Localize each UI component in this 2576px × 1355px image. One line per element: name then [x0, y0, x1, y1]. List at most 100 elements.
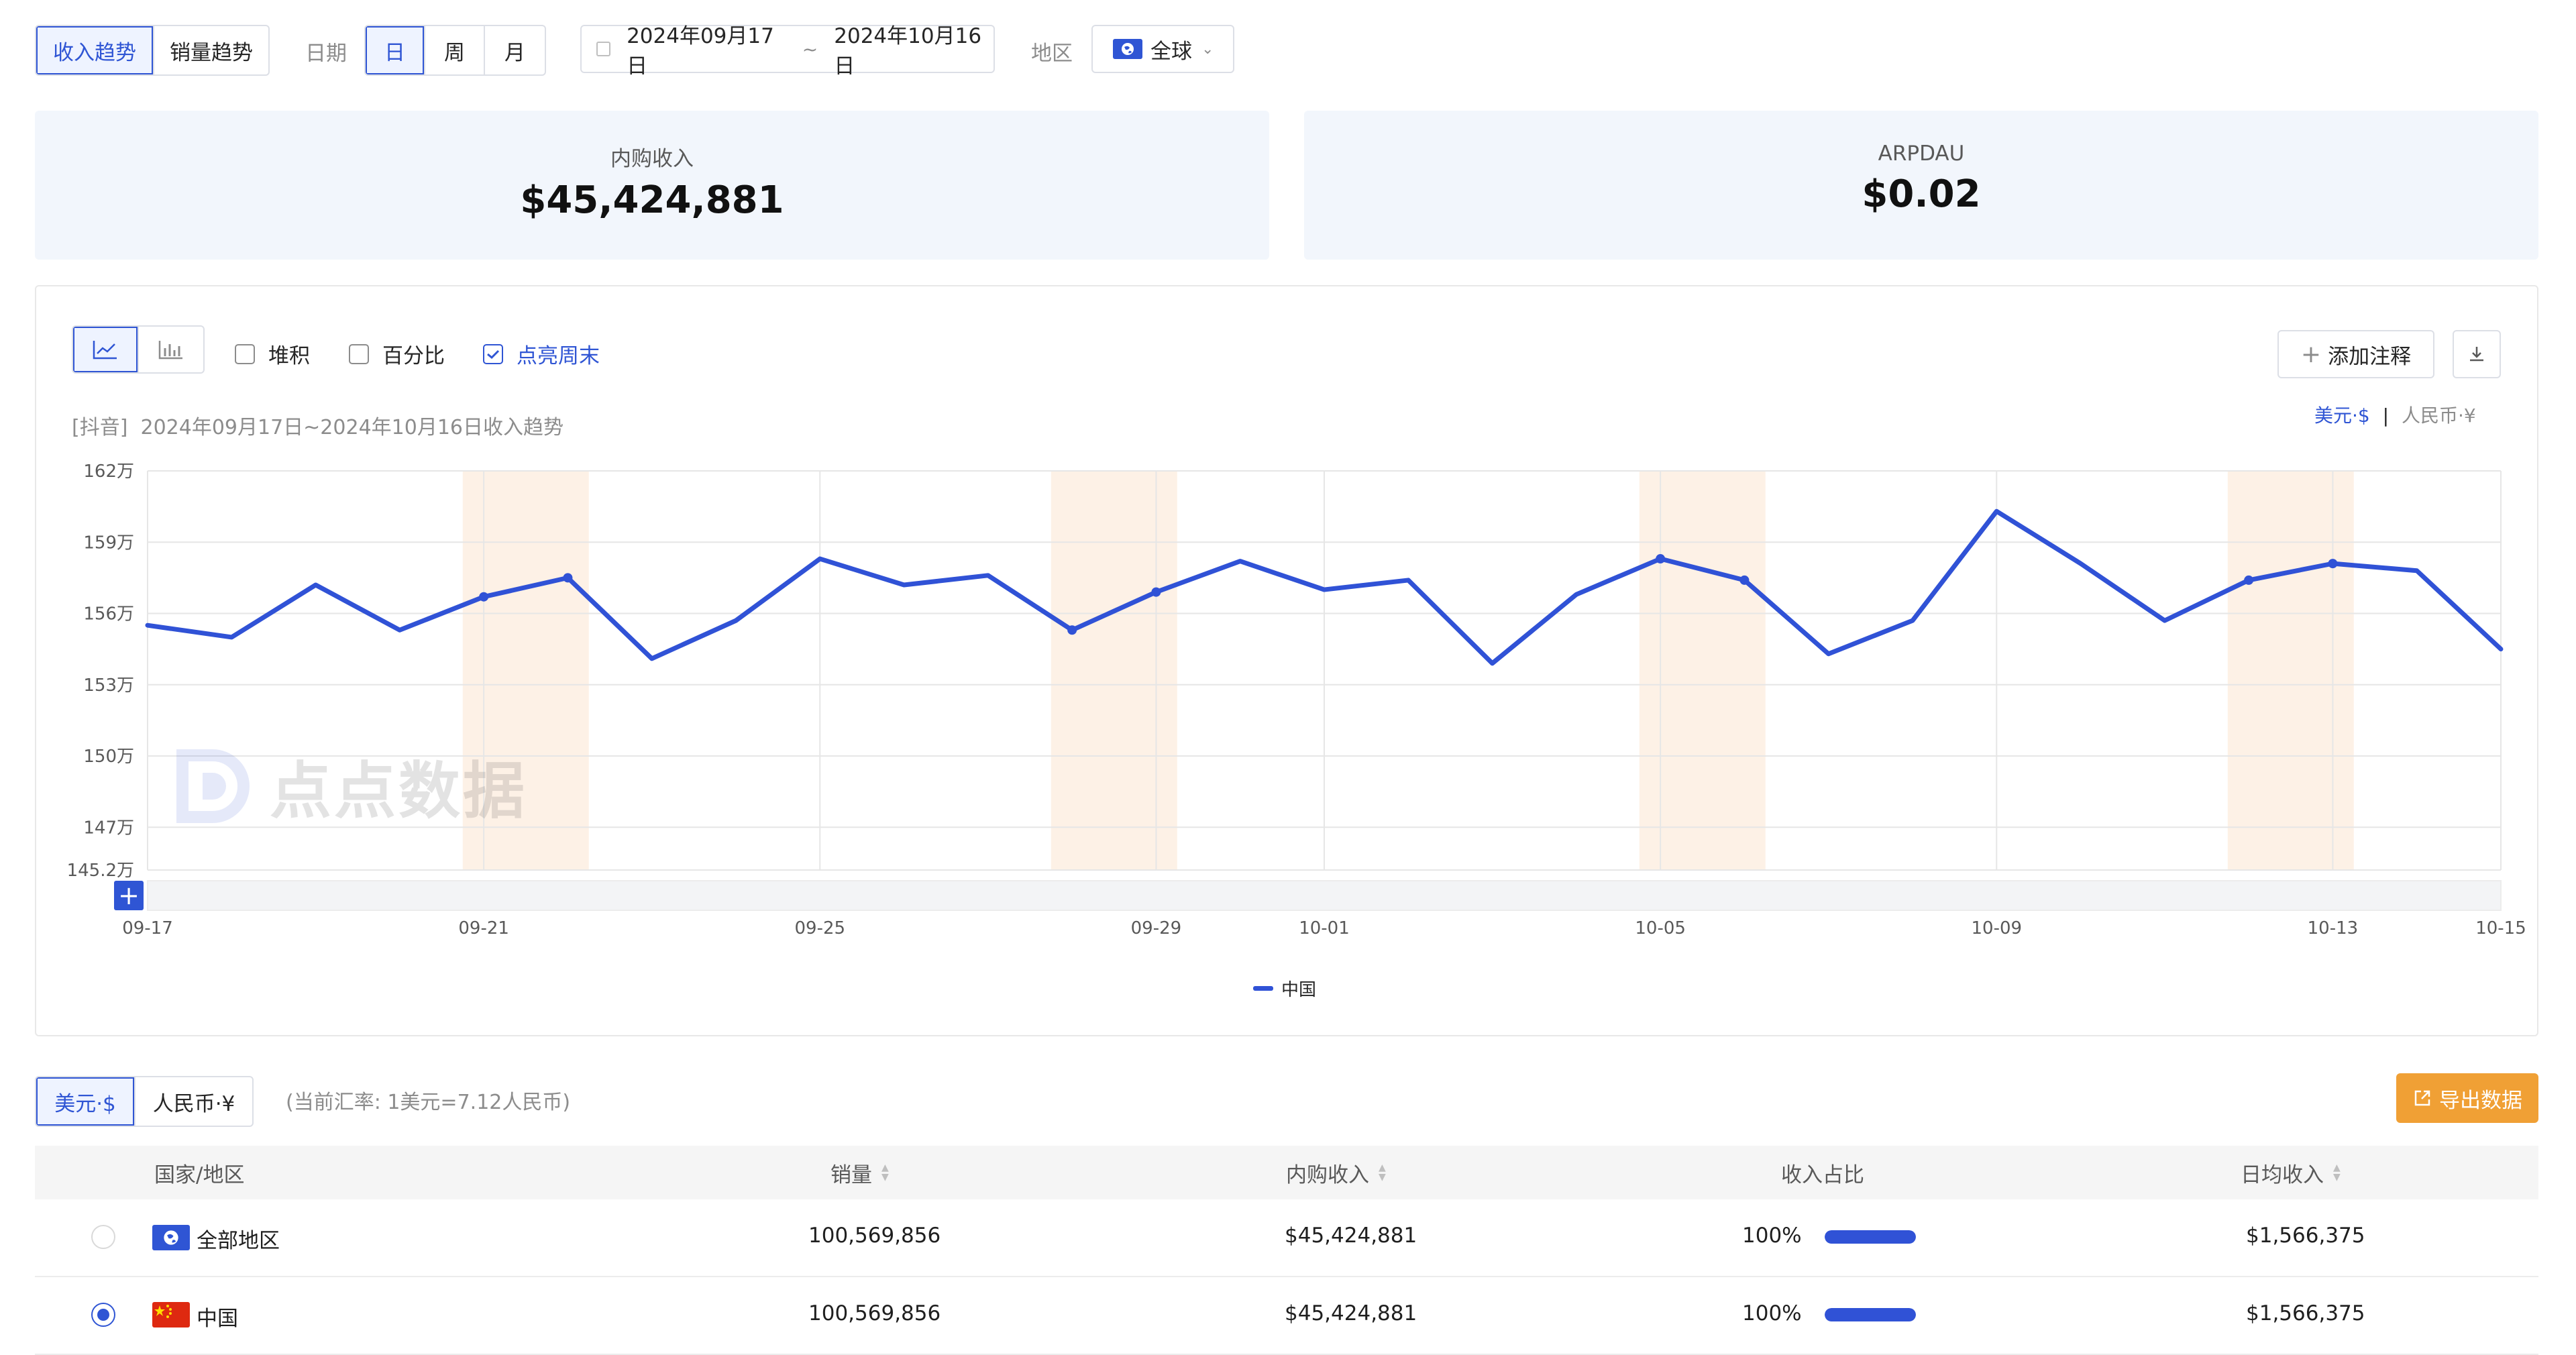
x-tick-label: 09-25	[795, 918, 846, 938]
currency-separator: |	[2382, 404, 2390, 427]
row-revenue: $45,424,881	[1285, 1224, 1417, 1248]
globe-flag-icon	[152, 1225, 190, 1250]
chevron-down-icon: ⌄	[1201, 40, 1214, 58]
tab-revenue-trend[interactable]: 收入趋势	[36, 26, 154, 74]
row-share: 100%	[1742, 1224, 1802, 1248]
watermark-d-icon	[176, 749, 250, 823]
data-point	[1067, 625, 1077, 635]
currency-usd-option[interactable]: 美元·$	[2314, 404, 2370, 427]
data-point	[2328, 559, 2338, 569]
export-data-button[interactable]: 导出数据	[2396, 1073, 2538, 1123]
x-tick-label: 09-17	[122, 918, 173, 938]
exchange-rate-note: (当前汇率: 1美元=7.12人民币)	[286, 1091, 571, 1114]
stack-label: 堆积	[268, 344, 310, 368]
currency-cny-option[interactable]: 人民币·¥	[2401, 404, 2476, 427]
row-radio-selected[interactable]	[91, 1303, 115, 1327]
chart-currency-switch: 美元·$ | 人民币·¥	[2314, 401, 2476, 428]
download-button[interactable]	[2453, 330, 2501, 378]
row-revenue: $45,424,881	[1285, 1301, 1417, 1325]
data-point	[2244, 575, 2254, 585]
range-slider-track	[147, 880, 2502, 911]
stack-checkbox[interactable]: 堆积	[235, 339, 310, 369]
x-tick-label: 09-21	[458, 918, 509, 938]
y-tick-label: 162万	[83, 462, 134, 482]
share-bar	[1825, 1230, 1916, 1244]
trend-type-tabs: 收入趋势 销量趋势	[35, 25, 270, 76]
sort-icon: ▲ ▼	[2333, 1162, 2341, 1183]
checkbox-box	[235, 343, 255, 364]
bar-chart-button[interactable]	[138, 327, 203, 372]
legend-swatch	[1253, 986, 1273, 991]
china-flag-icon	[152, 1302, 190, 1327]
row-radio[interactable]	[91, 1225, 115, 1249]
kpi-label: 内购收入	[610, 147, 694, 171]
data-point	[1151, 587, 1161, 597]
chart-legend: 中国	[1253, 976, 1316, 1001]
export-icon	[2414, 1090, 2430, 1106]
x-tick-label: 10-09	[1972, 918, 2023, 938]
sort-icon: ▲ ▼	[1379, 1162, 1386, 1183]
y-tick-label: 145.2万	[67, 861, 134, 881]
granularity-week[interactable]: 周	[425, 26, 485, 74]
table-currency-usd[interactable]: 美元·$	[36, 1077, 136, 1126]
download-icon	[2470, 347, 2483, 362]
row-daily: $1,566,375	[2246, 1224, 2365, 1248]
line-chart-button[interactable]	[73, 327, 138, 372]
weekend-checkbox[interactable]: 点亮周末	[483, 339, 600, 369]
y-tick-label: 153万	[83, 675, 134, 696]
share-bar-fill	[1825, 1230, 1916, 1244]
table-row[interactable]	[35, 1277, 2538, 1355]
weekend-band	[1639, 471, 1766, 870]
row-daily: $1,566,375	[2246, 1301, 2365, 1325]
x-tick-label: 09-29	[1131, 918, 1182, 938]
chart-panel	[35, 285, 2538, 1036]
row-sales: 100,569,856	[808, 1224, 941, 1248]
legend-label-china: 中国	[1281, 980, 1317, 1000]
weekend-band	[2227, 471, 2354, 870]
region-value: 全球	[1150, 39, 1192, 64]
header-sales[interactable]: 销量 ▲ ▼	[830, 1162, 889, 1187]
y-tick-label: 150万	[83, 747, 134, 767]
percent-checkbox[interactable]: 百分比	[349, 339, 445, 369]
header-region: 国家/地区	[154, 1162, 245, 1187]
series-line-china	[145, 508, 2504, 666]
checkbox-checked	[483, 343, 503, 364]
checkbox-box	[349, 343, 369, 364]
table-header-bar	[35, 1146, 2538, 1199]
share-bar-fill	[1825, 1308, 1916, 1321]
y-tick-label: 147万	[83, 818, 134, 838]
globe-flag-icon	[1113, 39, 1142, 59]
export-label: 导出数据	[2439, 1088, 2522, 1113]
kpi-value: $0.02	[1862, 172, 1981, 216]
table-row[interactable]	[35, 1199, 2538, 1277]
row-share: 100%	[1742, 1301, 1802, 1325]
granularity-month[interactable]: 月	[504, 40, 525, 65]
x-tick-label: 10-05	[1635, 918, 1686, 938]
calendar-icon	[596, 42, 611, 56]
header-revenue[interactable]: 内购收入 ▲ ▼	[1286, 1162, 1386, 1187]
row-region: 中国	[197, 1307, 238, 1331]
x-tick-label: 10-01	[1299, 918, 1350, 938]
percent-label: 百分比	[382, 344, 445, 368]
header-share: 收入占比	[1781, 1162, 1864, 1187]
date-range-picker[interactable]: 2024年09月17日 ~ 2024年10月16日	[580, 24, 995, 78]
table-currency-cny[interactable]: 人民币·¥	[152, 1091, 235, 1116]
date-separator: ~	[802, 38, 818, 60]
add-note-label: 添加注释	[2328, 344, 2412, 369]
date-label: 日期	[305, 42, 347, 66]
bar-chart-icon	[158, 341, 182, 360]
kpi-card-revenue: 内购收入 $45,424,881	[35, 111, 1269, 260]
tab-sales-trend[interactable]: 销量趋势	[170, 40, 253, 65]
line-chart-icon	[93, 341, 117, 360]
header-daily[interactable]: 日均收入 ▲ ▼	[2241, 1162, 2341, 1187]
add-note-button[interactable]: + 添加注释	[2277, 330, 2434, 378]
data-point	[1739, 575, 1750, 585]
region-select[interactable]: 全球 ⌄	[1091, 25, 1234, 73]
data-point	[1656, 554, 1666, 564]
kpi-card-arpdau: ARPDAU $0.02	[1304, 111, 2538, 260]
zoom-plus-button[interactable]: +	[114, 881, 144, 910]
granularity-day[interactable]: 日	[366, 26, 425, 74]
plus-icon: +	[2300, 340, 2322, 368]
chart-subtitle: [抖音] 2024年09月17日~2024年10月16日收入趋势	[72, 416, 564, 439]
weekend-label: 点亮周末	[517, 344, 600, 368]
